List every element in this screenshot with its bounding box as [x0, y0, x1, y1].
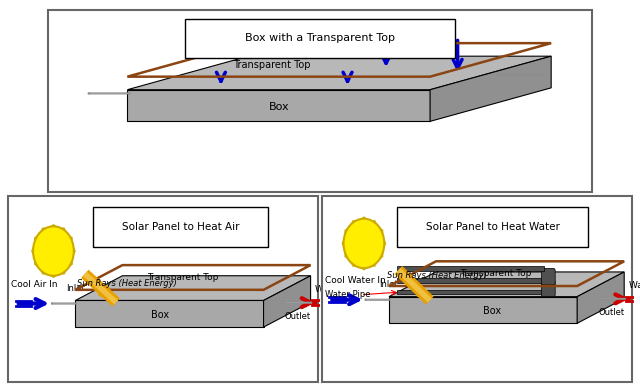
Polygon shape: [41, 271, 45, 274]
Polygon shape: [345, 228, 348, 234]
Text: Warm Air Out: Warm Air Out: [316, 285, 376, 294]
Text: Warm Water Out: Warm Water Out: [629, 281, 640, 290]
FancyBboxPatch shape: [497, 74, 543, 76]
Text: Solar Panel to Heat Water: Solar Panel to Heat Water: [426, 222, 559, 232]
Circle shape: [51, 303, 52, 304]
Text: Transparent Top: Transparent Top: [461, 269, 532, 278]
Text: Cool Air In: Cool Air In: [11, 280, 58, 289]
FancyBboxPatch shape: [321, 196, 632, 382]
Polygon shape: [397, 290, 543, 294]
Polygon shape: [397, 278, 543, 282]
FancyBboxPatch shape: [541, 280, 556, 297]
Polygon shape: [264, 276, 310, 327]
Polygon shape: [389, 297, 577, 323]
FancyBboxPatch shape: [541, 268, 556, 285]
Polygon shape: [430, 56, 551, 121]
Polygon shape: [35, 236, 37, 242]
FancyBboxPatch shape: [52, 303, 76, 304]
Polygon shape: [61, 271, 66, 274]
Polygon shape: [345, 253, 348, 259]
Polygon shape: [361, 268, 367, 270]
Polygon shape: [51, 224, 56, 226]
FancyBboxPatch shape: [598, 298, 625, 300]
Circle shape: [344, 219, 384, 268]
Polygon shape: [380, 228, 383, 234]
Text: Inlet: Inlet: [380, 280, 398, 289]
Polygon shape: [389, 272, 624, 297]
Polygon shape: [74, 248, 76, 255]
Polygon shape: [397, 266, 543, 271]
Polygon shape: [351, 263, 356, 267]
Text: Inlet: Inlet: [66, 284, 84, 293]
Circle shape: [543, 74, 545, 76]
Polygon shape: [372, 220, 376, 224]
Polygon shape: [385, 240, 386, 247]
Text: Water Pipe: Water Pipe: [324, 290, 370, 299]
Polygon shape: [35, 260, 37, 267]
FancyBboxPatch shape: [365, 299, 390, 300]
Circle shape: [311, 302, 312, 303]
Polygon shape: [51, 276, 56, 278]
Text: Outlet: Outlet: [285, 312, 311, 321]
FancyBboxPatch shape: [89, 93, 131, 94]
Polygon shape: [127, 56, 551, 90]
Polygon shape: [372, 263, 376, 267]
Text: Transparent Top: Transparent Top: [147, 273, 218, 282]
Text: Sun Rays (Heat Energy): Sun Rays (Heat Energy): [387, 271, 487, 280]
FancyBboxPatch shape: [93, 207, 268, 247]
Text: Box: Box: [483, 306, 502, 316]
Polygon shape: [351, 220, 356, 224]
Text: Box: Box: [268, 102, 289, 112]
Polygon shape: [380, 253, 383, 259]
Polygon shape: [70, 236, 72, 242]
Polygon shape: [70, 260, 72, 267]
Text: Sun Rays (Heat Energy): Sun Rays (Heat Energy): [77, 279, 177, 288]
Text: Box with a Transparent Top: Box with a Transparent Top: [245, 33, 395, 43]
Circle shape: [88, 93, 90, 94]
Polygon shape: [41, 228, 45, 231]
Polygon shape: [361, 217, 367, 219]
Text: Cool Water In: Cool Water In: [324, 276, 385, 285]
Polygon shape: [127, 90, 430, 121]
FancyBboxPatch shape: [185, 19, 455, 58]
Text: Transparent Top: Transparent Top: [234, 60, 311, 70]
Text: Box: Box: [151, 310, 169, 320]
Text: Solar Panel to Heat Air: Solar Panel to Heat Air: [122, 222, 239, 232]
Polygon shape: [76, 300, 264, 327]
Text: Outlet: Outlet: [598, 308, 625, 317]
FancyBboxPatch shape: [285, 302, 312, 303]
Circle shape: [365, 299, 366, 300]
FancyBboxPatch shape: [47, 10, 593, 192]
Polygon shape: [61, 228, 66, 231]
Polygon shape: [76, 276, 310, 300]
Circle shape: [33, 226, 74, 276]
FancyBboxPatch shape: [397, 207, 588, 247]
Polygon shape: [342, 240, 344, 247]
FancyBboxPatch shape: [8, 196, 319, 382]
Polygon shape: [31, 248, 33, 255]
Polygon shape: [577, 272, 624, 323]
